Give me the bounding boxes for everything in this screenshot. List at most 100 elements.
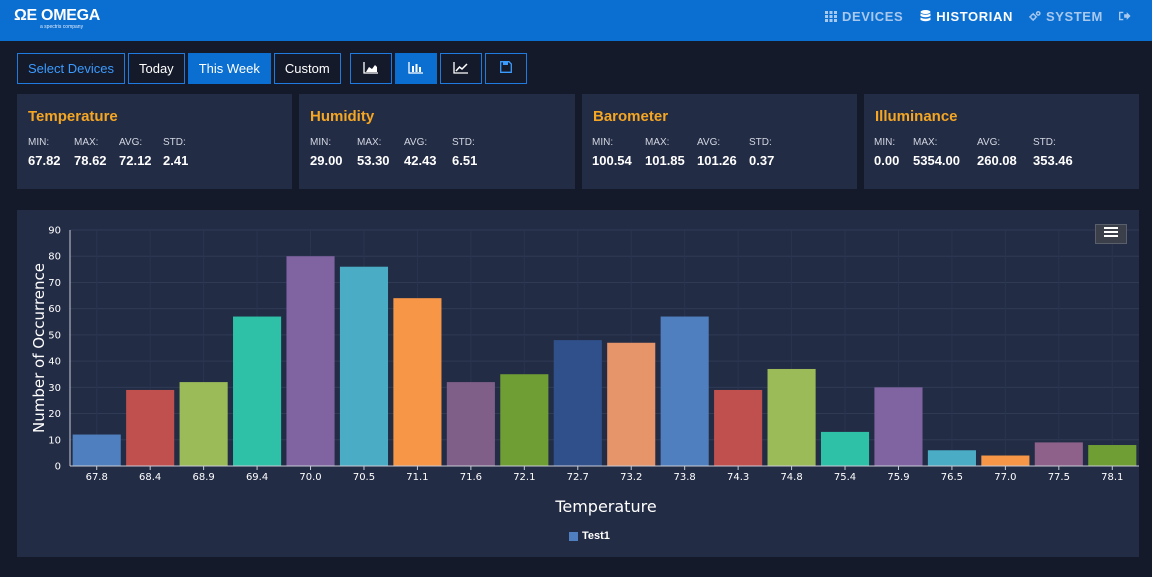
x-tick-label: 71.6	[460, 472, 482, 483]
histogram-bar	[927, 450, 976, 466]
x-tick-label: 72.7	[567, 472, 589, 483]
min-label: MIN:	[310, 137, 332, 148]
histogram-bar	[339, 266, 389, 466]
std-value: 0.37	[749, 153, 775, 168]
y-tick-label: 40	[48, 357, 61, 368]
card-title: Humidity	[310, 108, 375, 125]
min-value: 100.54	[592, 153, 632, 168]
temperature-card: Temperature MIN: MAX: AVG: STD: 67.82 78…	[17, 94, 292, 189]
avg-label: AVG:	[697, 137, 721, 148]
min-label: MIN:	[28, 137, 50, 148]
line-chart-icon	[453, 61, 469, 77]
x-tick-label: 74.8	[780, 472, 802, 483]
y-tick-label: 30	[48, 383, 61, 394]
histogram-bar	[233, 316, 282, 466]
histogram-panel: 0 10 20 30 40 50 60 70 80 90 67.8 68.4 68.9 69.4 70.0…	[17, 210, 1139, 557]
x-tick-label: 78.1	[1101, 472, 1123, 483]
avg-value: 260.08	[977, 153, 1017, 168]
std-value: 2.41	[163, 153, 189, 168]
grid-lines	[70, 229, 1139, 466]
nav-historian[interactable]: HISTORIAN	[919, 9, 1013, 24]
omega-logo[interactable]: ΩE OMEGA a spectris company	[14, 8, 100, 31]
min-value: 0.00	[874, 153, 900, 168]
histogram-bar	[553, 340, 602, 466]
histogram-bar	[126, 389, 175, 466]
x-tick-label: 70.5	[353, 472, 375, 483]
y-axis-title: Number of Occurrence	[30, 263, 48, 433]
bar-chart-button[interactable]	[394, 53, 437, 84]
line-chart-button[interactable]	[439, 53, 482, 84]
humidity-card: Humidity MIN: MAX: AVG: STD: 29.00 53.30…	[299, 94, 575, 189]
histogram-chart: 0 10 20 30 40 50 60 70 80 90 67.8 68.4 68.9 69.4 70.0…	[30, 226, 1139, 516]
sign-out-icon	[1119, 10, 1131, 22]
illuminance-card: Illuminance MIN: MAX: AVG: STD: 0.00 535…	[864, 94, 1139, 189]
y-tick-label: 80	[48, 252, 61, 263]
card-title: Illuminance	[875, 108, 958, 125]
chart-legend-item[interactable]: Test1	[569, 530, 610, 542]
avg-value: 72.12	[119, 153, 152, 168]
nav-system[interactable]: SYSTEM	[1029, 9, 1103, 24]
bars	[72, 256, 1137, 466]
nav-devices[interactable]: DEVICES	[824, 9, 903, 24]
max-value: 78.62	[74, 153, 107, 168]
x-tick-label: 77.5	[1048, 472, 1070, 483]
std-label: STD:	[163, 137, 186, 148]
card-title: Barometer	[593, 108, 669, 125]
y-tick-label: 90	[48, 226, 61, 237]
logo-subtitle: a spectris company	[40, 24, 84, 30]
y-tick-label: 0	[55, 462, 61, 473]
min-value: 67.82	[28, 153, 61, 168]
histogram-bar	[874, 387, 923, 466]
save-icon	[499, 61, 512, 76]
histogram-bar	[72, 434, 121, 466]
today-button[interactable]: Today	[127, 53, 185, 84]
histogram-bar	[820, 431, 870, 466]
area-chart-button[interactable]	[349, 53, 392, 84]
avg-label: AVG:	[977, 137, 1001, 148]
avg-label: AVG:	[404, 137, 428, 148]
gears-icon	[1029, 10, 1041, 22]
max-label: MAX:	[645, 137, 670, 148]
y-tick-label: 60	[48, 304, 61, 315]
x-tick-label: 73.2	[620, 472, 642, 483]
bar-chart-icon	[408, 61, 424, 77]
database-icon	[919, 10, 931, 22]
x-tick-label: 75.9	[887, 472, 909, 483]
std-label: STD:	[452, 137, 475, 148]
x-tick-label: 69.4	[246, 472, 268, 483]
std-label: STD:	[1033, 137, 1056, 148]
avg-value: 42.43	[404, 153, 437, 168]
y-tick-label: 20	[48, 409, 61, 420]
x-tick-label: 72.1	[513, 472, 535, 483]
y-tick-label: 70	[48, 278, 61, 289]
histogram-bar	[179, 382, 228, 466]
axes	[69, 230, 1139, 470]
legend-label: Test1	[582, 530, 610, 542]
hamburger-icon	[1104, 225, 1118, 243]
logout-button[interactable]	[1119, 10, 1131, 22]
barometer-card: Barometer MIN: MAX: AVG: STD: 100.54 101…	[582, 94, 857, 189]
save-button[interactable]	[484, 53, 527, 84]
avg-label: AVG:	[119, 137, 143, 148]
main-nav: DEVICES HISTORIAN SYSTEM	[824, 0, 1152, 32]
avg-value: 101.26	[697, 153, 737, 168]
histogram-bar	[767, 368, 816, 466]
histogram-bar	[446, 382, 495, 466]
max-label: MAX:	[74, 137, 99, 148]
this-week-button[interactable]: This Week	[187, 53, 271, 84]
x-tick-label: 68.9	[192, 472, 214, 483]
legend-swatch	[569, 531, 578, 541]
x-tick-label: 77.0	[994, 472, 1016, 483]
max-label: MAX:	[913, 137, 938, 148]
histogram-bar	[714, 389, 763, 466]
histogram-bar	[286, 256, 335, 466]
y-tick-labels: 0 10 20 30 40 50 60 70 80 90	[48, 226, 61, 473]
std-value: 6.51	[452, 153, 478, 168]
x-tick-label: 74.3	[727, 472, 749, 483]
select-devices-button[interactable]: Select Devices	[17, 53, 125, 84]
chart-menu-button[interactable]	[1095, 224, 1127, 244]
top-nav-bar: ΩE OMEGA a spectris company DEVICES HIST…	[0, 0, 1152, 41]
y-tick-label: 50	[48, 330, 61, 341]
min-label: MIN:	[592, 137, 614, 148]
custom-range-button[interactable]: Custom	[273, 53, 341, 84]
